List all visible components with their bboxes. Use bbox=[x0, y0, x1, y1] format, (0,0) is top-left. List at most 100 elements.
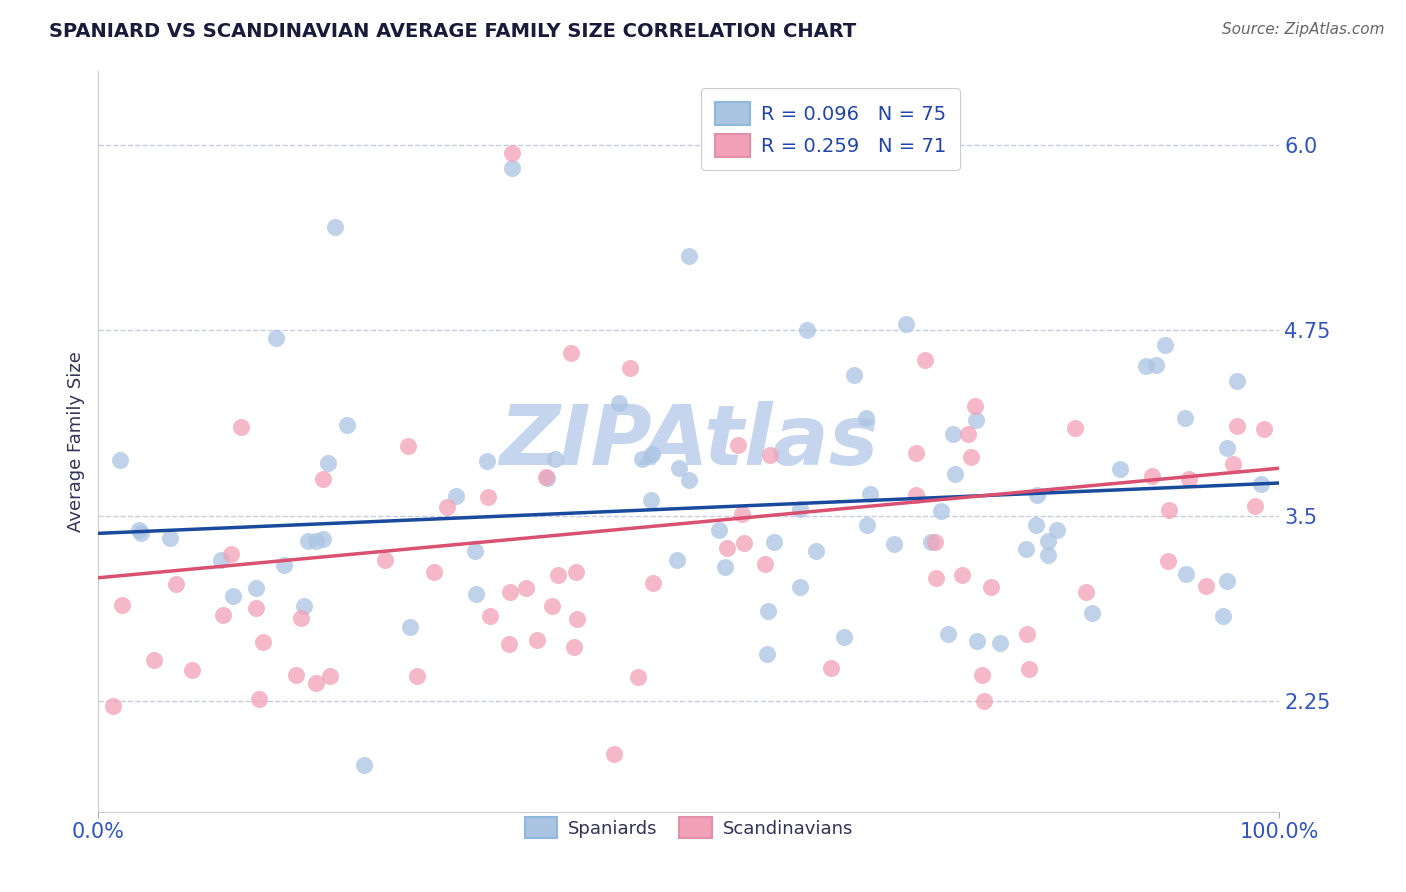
Point bbox=[336, 417, 359, 432]
Point bbox=[305, 533, 328, 548]
Point bbox=[534, 470, 557, 484]
Point bbox=[914, 353, 936, 368]
Point bbox=[920, 535, 942, 549]
Point bbox=[883, 537, 905, 551]
Point bbox=[1212, 609, 1234, 624]
Point bbox=[143, 652, 166, 666]
Point bbox=[312, 532, 335, 546]
Text: SPANIARD VS SCANDINAVIAN AVERAGE FAMILY SIZE CORRELATION CHART: SPANIARD VS SCANDINAVIAN AVERAGE FAMILY … bbox=[49, 22, 856, 41]
Point bbox=[859, 487, 882, 501]
Point bbox=[108, 453, 131, 467]
Point bbox=[398, 620, 420, 634]
Point bbox=[245, 581, 267, 595]
Point bbox=[980, 580, 1002, 594]
Point bbox=[1222, 457, 1244, 471]
Point bbox=[855, 410, 877, 425]
Point bbox=[924, 535, 946, 549]
Point bbox=[1036, 549, 1059, 563]
Point bbox=[245, 601, 267, 615]
Point bbox=[727, 438, 749, 452]
Point bbox=[678, 473, 700, 487]
Point bbox=[541, 599, 564, 613]
Point bbox=[1108, 462, 1130, 476]
Point bbox=[950, 567, 973, 582]
Point bbox=[247, 691, 270, 706]
Point bbox=[1215, 441, 1237, 455]
Point bbox=[297, 533, 319, 548]
Point bbox=[754, 557, 776, 571]
Point bbox=[966, 634, 988, 648]
Point bbox=[252, 635, 274, 649]
Point bbox=[565, 566, 588, 580]
Point bbox=[804, 544, 827, 558]
Point bbox=[131, 525, 153, 540]
Point bbox=[756, 647, 779, 661]
Point bbox=[353, 757, 375, 772]
Point bbox=[627, 670, 650, 684]
Point bbox=[501, 145, 523, 160]
Point bbox=[222, 589, 245, 603]
Point bbox=[1046, 523, 1069, 537]
Text: Source: ZipAtlas.com: Source: ZipAtlas.com bbox=[1222, 22, 1385, 37]
Point bbox=[668, 461, 690, 475]
Point bbox=[973, 694, 995, 708]
Point bbox=[284, 668, 307, 682]
Point bbox=[165, 577, 187, 591]
Point bbox=[1025, 488, 1047, 502]
Point bbox=[942, 426, 965, 441]
Point bbox=[965, 399, 987, 413]
Point bbox=[374, 553, 396, 567]
Point bbox=[1244, 499, 1267, 513]
Point bbox=[423, 566, 446, 580]
Point bbox=[631, 451, 654, 466]
Point bbox=[957, 426, 980, 441]
Point bbox=[1025, 517, 1047, 532]
Point bbox=[960, 450, 983, 465]
Point bbox=[1226, 374, 1249, 388]
Point bbox=[640, 492, 662, 507]
Point bbox=[905, 488, 928, 502]
Point bbox=[1081, 606, 1104, 620]
Point bbox=[229, 420, 252, 434]
Point bbox=[264, 331, 287, 345]
Point bbox=[526, 632, 548, 647]
Point bbox=[936, 627, 959, 641]
Point bbox=[905, 446, 928, 460]
Legend: Spaniards, Scandinavians: Spaniards, Scandinavians bbox=[516, 808, 862, 847]
Point bbox=[842, 368, 865, 382]
Point bbox=[943, 467, 966, 481]
Point bbox=[128, 524, 150, 538]
Point bbox=[478, 608, 501, 623]
Point bbox=[1173, 411, 1195, 425]
Point bbox=[678, 250, 700, 264]
Point bbox=[180, 664, 202, 678]
Point bbox=[1215, 574, 1237, 588]
Point bbox=[763, 535, 786, 549]
Point bbox=[929, 503, 952, 517]
Point bbox=[499, 585, 522, 599]
Point bbox=[1250, 476, 1272, 491]
Point bbox=[733, 536, 755, 550]
Point bbox=[924, 571, 946, 585]
Point bbox=[832, 630, 855, 644]
Point bbox=[319, 669, 342, 683]
Point bbox=[159, 532, 181, 546]
Point bbox=[103, 698, 125, 713]
Point bbox=[820, 661, 842, 675]
Point bbox=[1036, 533, 1059, 548]
Point bbox=[464, 543, 486, 558]
Point bbox=[988, 636, 1011, 650]
Point bbox=[855, 518, 877, 533]
Point bbox=[543, 451, 565, 466]
Point bbox=[1157, 503, 1180, 517]
Point bbox=[1135, 359, 1157, 374]
Point bbox=[290, 611, 312, 625]
Point bbox=[641, 447, 664, 461]
Point bbox=[477, 490, 499, 504]
Point bbox=[789, 580, 811, 594]
Point bbox=[209, 553, 232, 567]
Point bbox=[716, 541, 738, 556]
Point bbox=[972, 668, 994, 682]
Text: ZIPAtlas: ZIPAtlas bbox=[499, 401, 879, 482]
Point bbox=[323, 219, 346, 234]
